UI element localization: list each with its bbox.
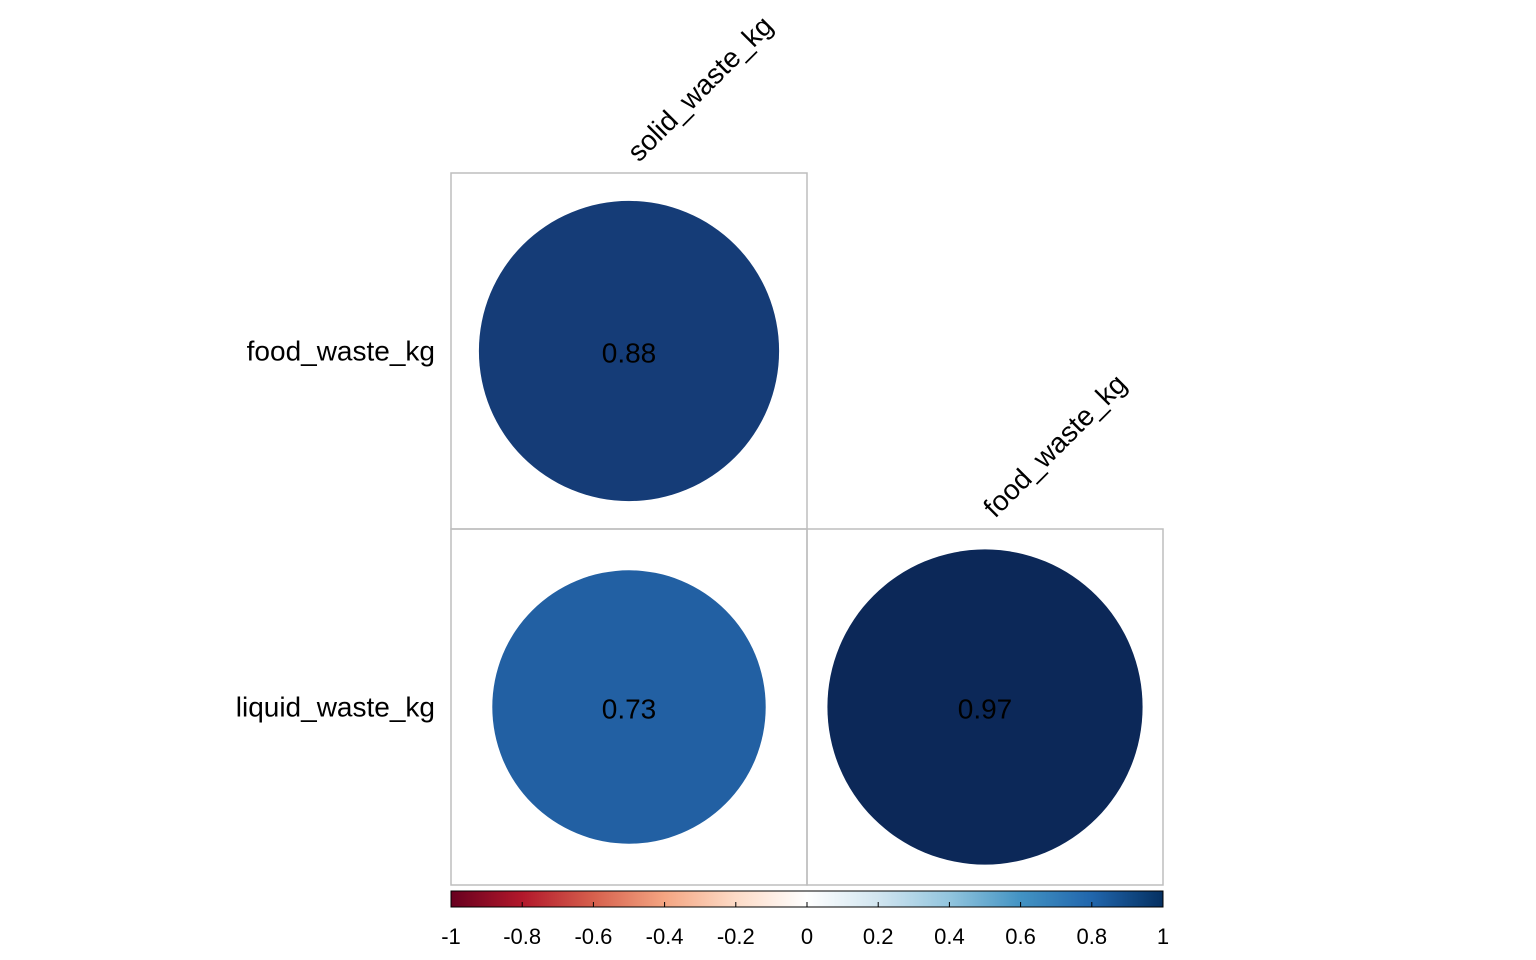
corr-value-label-1-1: 0.97 [958,694,1013,725]
colorbar-tick-label-4: -0.2 [717,924,755,949]
colorbar-tick-label-0: -1 [441,924,461,949]
col-label-1: food_waste_kg [977,368,1132,523]
cells-layer: 0.88 0.73 0.97 [450,172,1164,886]
colorbar-tick-label-8: 0.6 [1005,924,1036,949]
colorbar-tick-label-1: -0.8 [503,924,541,949]
colorbar-tick-label-9: 0.8 [1077,924,1108,949]
colorbar-tick-label-10: 1 [1157,924,1169,949]
corr-circle-1-1 [827,549,1143,865]
colorbar-tick-label-5: 0 [801,924,813,949]
row-label-0: food_waste_kg [247,336,435,367]
row-label-1: liquid_waste_kg [236,692,435,723]
corr-circle-0-0 [478,200,780,502]
colorbar-tick-label-7: 0.4 [934,924,965,949]
colorbar-tick-label-6: 0.2 [863,924,894,949]
col-label-0: solid_waste_kg [621,10,778,167]
colorbar-gradient [451,891,1163,907]
colorbar: -1 -0.8 -0.6 -0.4 -0.2 0 0.2 0.4 0.6 0.8 1 [441,890,1169,949]
corr-value-label-1-0: 0.73 [602,694,657,725]
corr-value-label-0-0: 0.88 [602,338,657,369]
colorbar-tick-label-3: -0.4 [646,924,684,949]
corr-circle-1-0 [492,570,766,844]
colorbar-tick-label-2: -0.6 [574,924,612,949]
cell-border-1-1 [806,528,1164,886]
